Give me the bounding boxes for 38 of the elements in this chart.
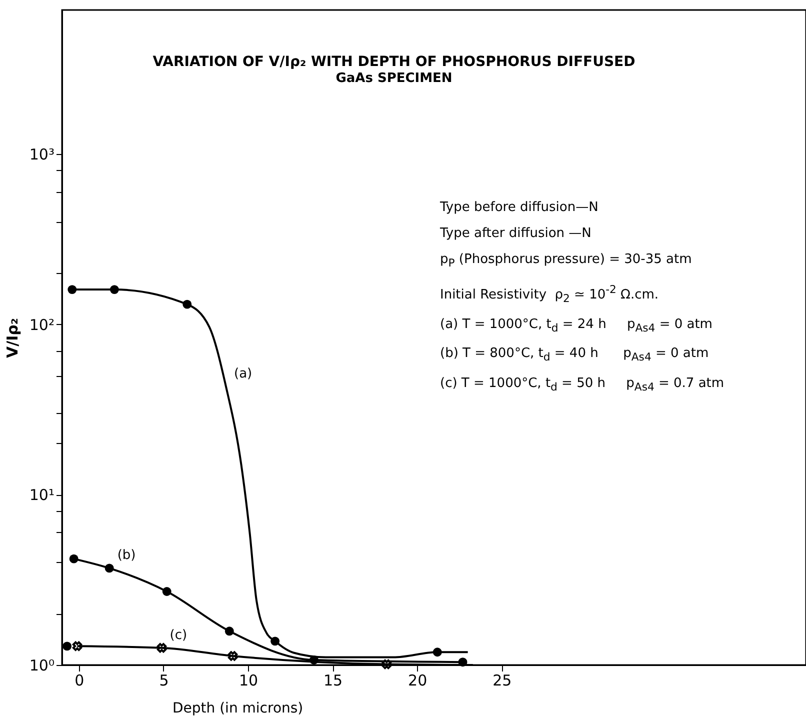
annotation: (c) T = 1000°C, t$_{d}$ = 50 h p$_{As4}$ = 0.7 atm [440, 374, 724, 396]
x-tick-label: 15 [324, 672, 343, 690]
point [432, 648, 442, 657]
x-tick-label: 0 [74, 672, 84, 690]
text: GaAs SPECIMEN [336, 71, 452, 86]
x-tick-label: 5 [159, 672, 169, 690]
point [382, 659, 392, 670]
point [228, 651, 238, 661]
point [110, 285, 119, 294]
y-tick-label: 10⁰ [29, 656, 54, 674]
point [182, 300, 192, 309]
point [62, 642, 72, 651]
series-label: (b) [117, 548, 136, 564]
y-tick-label: 10¹ [29, 486, 54, 504]
y-tick-label: 10³ [29, 145, 54, 164]
point [162, 587, 172, 596]
x-tick-label: 10 [238, 672, 258, 690]
x-axis-title: Depth (in microns) [172, 700, 304, 716]
point [224, 626, 234, 636]
point [156, 643, 167, 653]
x-tick-label: 20 [408, 672, 428, 690]
annotation: Type before diffusion—N [440, 199, 600, 217]
y-axis-title: V/Iρ₂ [4, 318, 22, 358]
point [270, 636, 280, 646]
y-tick-label: 10² [29, 316, 54, 334]
annotation: p$_{P}$ (Phosphorus pressure) = 30-35 atm [440, 251, 693, 272]
annotation: (b) T = 800°C, t$_{d}$ = 40 h p$_{As4}$ = 0 atm [440, 345, 710, 366]
point [69, 554, 78, 564]
point [68, 285, 77, 294]
point [72, 641, 82, 651]
series-label: (a) [234, 366, 252, 382]
annotation: Type after diffusion —N [440, 225, 592, 243]
point [104, 564, 114, 573]
series-label: (c) [170, 628, 188, 643]
annotation: Initial Resistivity ρ$_{2}$ ≃ 10$^{-2}$ Ω.cm. [440, 282, 660, 307]
text: VARIATION OF V/Iρ₂ WITH DEPTH OF PHOSPHORUS DIFFUSED [152, 54, 636, 70]
x-tick-label: 25 [492, 672, 512, 690]
annotation: (a) T = 1000°C, t$_{d}$ = 24 h p$_{As4}$ = 0 atm [440, 316, 714, 336]
